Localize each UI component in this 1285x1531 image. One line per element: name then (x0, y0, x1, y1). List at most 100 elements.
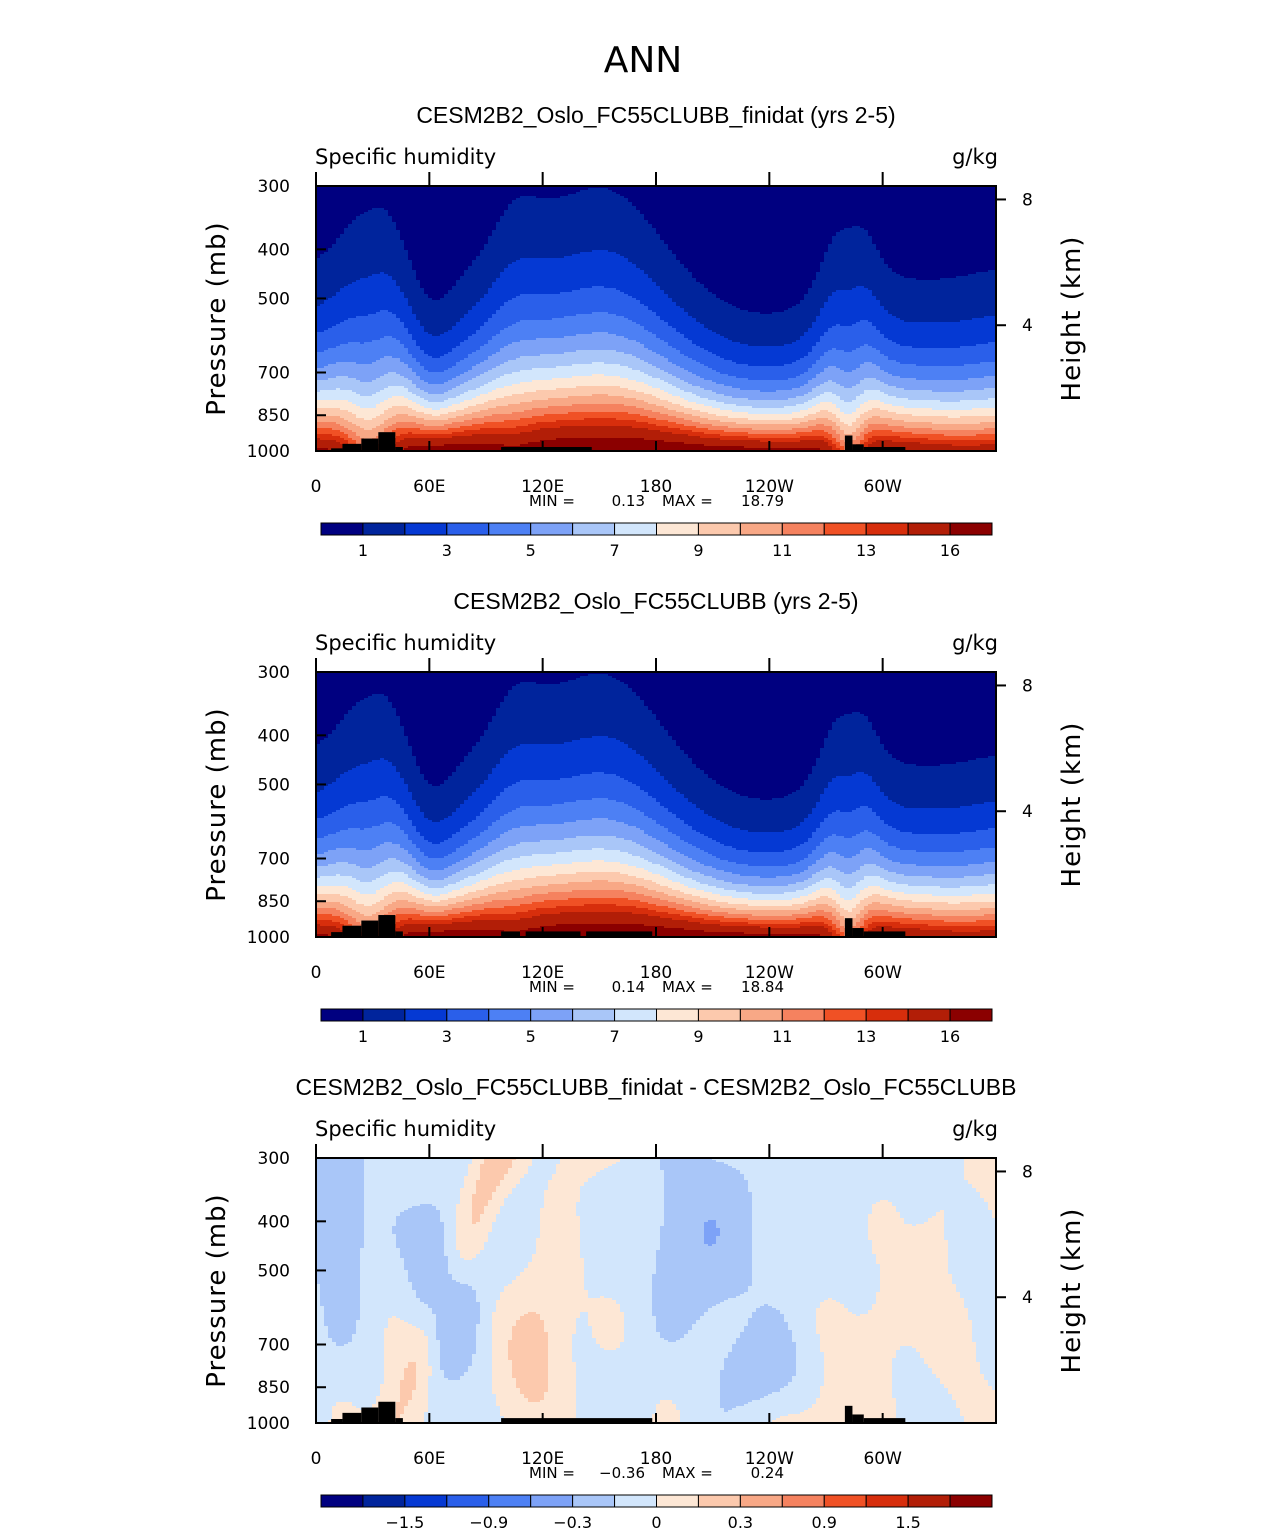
colorbar-label: 11 (772, 1027, 792, 1046)
colorbar-swatch (614, 1494, 657, 1508)
colorbar-label: 13 (856, 541, 876, 560)
colorbar-swatch (530, 1008, 574, 1022)
colorbar-swatch (697, 1008, 741, 1022)
terrain-block (361, 920, 379, 937)
colorbar-swatch (404, 1494, 448, 1508)
page-title: ANN (604, 40, 683, 81)
colorbar-swatch (362, 522, 406, 536)
terrain-block (378, 432, 396, 451)
colorbar-swatch (446, 1008, 490, 1022)
colorbar-swatch (697, 522, 741, 536)
y-right-tick-label: 8 (1022, 1162, 1033, 1182)
colorbar: 1 3 5 7 9 11 13 16 (320, 522, 993, 560)
min-label: MIN = (529, 978, 575, 996)
colorbar-swatch (320, 522, 364, 536)
y-tick-label: 400 (258, 726, 290, 746)
colorbar-swatch (362, 1008, 406, 1022)
y-right-tick-label: 4 (1022, 1288, 1033, 1308)
max-value: 18.79 (741, 492, 784, 510)
colorbar-swatch (656, 1494, 699, 1508)
terrain-block (331, 932, 343, 937)
y-tick-label: 700 (258, 363, 290, 383)
x-tick-label: 60W (863, 963, 902, 983)
colorbar-label: −0.3 (553, 1513, 592, 1531)
colorbar-label: 9 (693, 541, 703, 560)
y-tick-label: 850 (258, 1378, 290, 1398)
y-axis-label: Pressure (mb) (202, 707, 232, 901)
y-tick-label: 400 (258, 240, 290, 260)
colorbar-swatch (614, 522, 657, 536)
x-tick-label: 120W (745, 1449, 794, 1469)
y-tick-label: 300 (258, 1149, 290, 1169)
x-tick-label: 60W (863, 477, 902, 497)
x-tick-label: 180 (640, 1449, 672, 1469)
colorbar-swatch (949, 1494, 993, 1508)
y-axis-right-label: Height (km) (1057, 1208, 1087, 1374)
panel-title: CESM2B2_Oslo_FC55CLUBB_finidat (yrs 2-5) (416, 102, 895, 128)
terrain-block (378, 1401, 396, 1423)
variable-label: Specific humidity (315, 145, 496, 169)
colorbar-swatch (781, 1494, 825, 1508)
colorbar-label: −0.9 (469, 1513, 508, 1531)
terrain-block (586, 931, 653, 937)
terrain-block (852, 1414, 864, 1423)
x-tick-label: 120E (521, 963, 564, 983)
x-tick-label: 180 (640, 477, 672, 497)
colorbar-label: 16 (940, 541, 960, 560)
panels: CESM2B2_Oslo_FC55CLUBB_finidat (yrs 2-5)… (202, 102, 1087, 1531)
y-right-tick-label: 8 (1022, 190, 1033, 210)
y-axis-right: 8 4 Height (km) (996, 1162, 1087, 1373)
colorbar-label: 3 (442, 541, 452, 560)
y-tick-label: 500 (258, 1261, 290, 1281)
y-axis-left: 300 400 500 700 850 1000 Pressure (mb) (202, 663, 326, 948)
colorbar-swatch (404, 522, 448, 536)
y-tick-label: 300 (258, 663, 290, 683)
terrain-block (863, 931, 906, 937)
terrain-block (395, 1418, 403, 1423)
colorbar-label: 1 (358, 1027, 368, 1046)
x-tick-label: 180 (640, 963, 672, 983)
terrain-mask (331, 1401, 906, 1423)
terrain-block (863, 447, 906, 451)
x-tick-label: 120W (745, 477, 794, 497)
variable-label: Specific humidity (315, 631, 496, 655)
y-tick-label: 500 (258, 775, 290, 795)
min-value: −0.36 (599, 1464, 645, 1482)
x-tick-label: 60E (413, 963, 445, 983)
colorbar-swatch (656, 522, 699, 536)
terrain-block (342, 925, 362, 937)
terrain-block (501, 1418, 653, 1423)
y-tick-label: 700 (258, 1335, 290, 1355)
colorbar-label: 5 (526, 1027, 536, 1046)
y-tick-label: 400 (258, 1212, 290, 1232)
colorbar-swatch (656, 1008, 699, 1022)
terrain-block (331, 448, 343, 451)
colorbar-swatch (488, 1494, 532, 1508)
x-axis: 0 60E 120E 180 120W 60W (311, 1144, 902, 1469)
y-tick-label: 300 (258, 177, 290, 197)
colorbar-swatch (697, 1494, 741, 1508)
colorbar-swatch (865, 1494, 909, 1508)
colorbar-swatch (739, 522, 783, 536)
max-value: 18.84 (741, 978, 784, 996)
x-tick-label: 60E (413, 1449, 445, 1469)
y-tick-label: 850 (258, 892, 290, 912)
colorbar-swatch (907, 1494, 951, 1508)
colorbar-swatch (823, 1494, 867, 1508)
colorbar-swatch (949, 522, 993, 536)
y-axis-right: 8 4 Height (km) (996, 676, 1087, 887)
colorbar-swatch (530, 1494, 574, 1508)
colorbar-label: 7 (609, 541, 619, 560)
colorbar-swatch (781, 522, 825, 536)
max-label: MAX = (662, 492, 713, 510)
min-max-readout: MIN = −0.36 MAX = 0.24 (529, 1464, 784, 1482)
y-tick-label: 700 (258, 849, 290, 869)
y-tick-label: 1000 (247, 1414, 290, 1434)
y-tick-label: 1000 (247, 442, 290, 462)
panel-title: CESM2B2_Oslo_FC55CLUBB (yrs 2-5) (453, 588, 858, 614)
min-value: 0.13 (612, 492, 645, 510)
y-right-tick-label: 4 (1022, 802, 1033, 822)
colorbar-swatch (823, 522, 867, 536)
colorbar-label: 0.9 (812, 1513, 837, 1531)
